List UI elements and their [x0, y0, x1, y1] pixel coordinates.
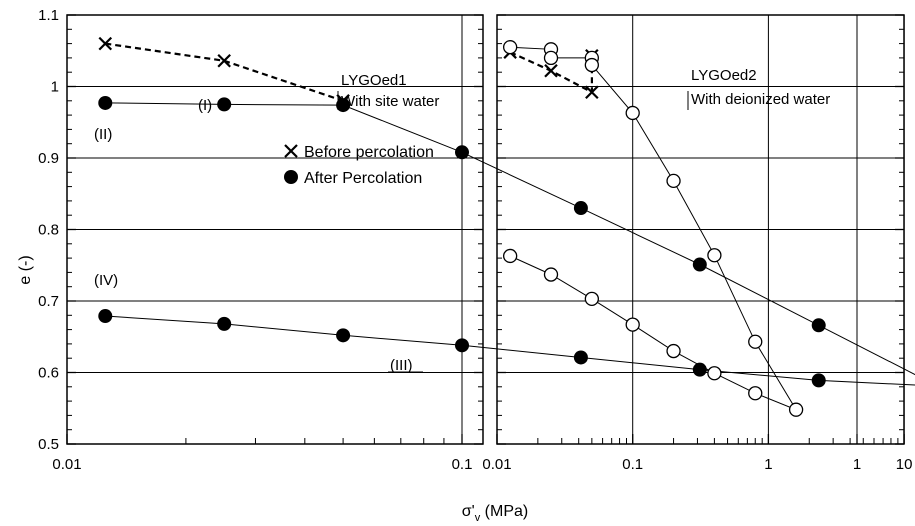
data-point-filled — [692, 362, 707, 377]
data-point-filled — [98, 309, 113, 324]
y-axis-label: e (-) — [17, 255, 34, 284]
tick-labels: 0.5 0.6 0.7 0.8 0.9 1 1.1 0.01 0.1 1 0.01 0.1 1 10 — [38, 7, 912, 473]
data-point-cross — [98, 36, 113, 51]
y-tick-label: 0.9 — [38, 150, 59, 167]
data-point-cross — [585, 85, 599, 99]
x-axis-label: σ'v (MPa) — [462, 503, 528, 524]
legend-marker-after — [284, 170, 298, 184]
x-tick-label: 0.1 — [622, 456, 643, 473]
legend-label-before: Before percolation — [304, 144, 434, 161]
data-point-open — [707, 248, 722, 263]
annotation-stage-ii: (II) — [94, 126, 112, 143]
cross-stroke — [544, 63, 558, 78]
data-point-filled — [217, 316, 232, 331]
data-point-open — [788, 402, 804, 417]
panel-frame — [496, 14, 905, 445]
x-axis-label-symbol: σ' — [462, 503, 475, 520]
y-tick-label: 0.6 — [38, 365, 59, 382]
data-point-open — [625, 317, 640, 332]
x-tick-label: 10 — [896, 456, 913, 473]
data-point-open — [584, 291, 600, 307]
plot-frame — [66, 14, 905, 445]
data-point-open — [748, 386, 763, 401]
data-point-filled — [217, 97, 232, 112]
y-tick-label: 0.7 — [38, 293, 59, 310]
data-point-cross — [544, 63, 558, 78]
data-point-filled — [455, 145, 469, 160]
data-point-open — [666, 173, 681, 189]
y-tick-label: 0.5 — [38, 436, 59, 453]
text-layer: e (-) σ'v (MPa) LYGOed1 With site water … — [17, 67, 830, 524]
data-point-open — [543, 267, 559, 282]
annotation-stage-i: (I) — [198, 97, 212, 114]
data-point-open — [748, 334, 763, 349]
data-point-open — [503, 40, 518, 55]
data-point-filled — [455, 338, 469, 353]
data-point-filled — [336, 328, 351, 343]
x-tick-label: 1 — [764, 456, 772, 473]
x-tick-label: 0.1 — [452, 456, 473, 473]
data-point-filled — [811, 318, 826, 333]
x-tick-label: 0.01 — [52, 456, 81, 473]
series-line — [105, 42, 344, 102]
annotation-deionized-water: With deionized water — [691, 91, 830, 108]
data-point-open — [625, 105, 640, 121]
series-layer — [98, 36, 915, 417]
data-point-filled — [573, 201, 588, 216]
annotation-stage-iv: (IV) — [94, 272, 118, 289]
x-tick-label: 0.01 — [482, 456, 511, 473]
series-line — [105, 102, 915, 386]
annotation-site-water: With site water — [341, 93, 439, 110]
data-point-cross — [217, 53, 231, 68]
data-point-filled — [692, 257, 707, 272]
panel-frame — [66, 14, 484, 445]
legend-label-after: After Percolation — [304, 170, 422, 187]
data-point-filled — [573, 350, 588, 365]
data-point-open — [503, 248, 518, 264]
data-point-open — [584, 57, 600, 73]
legend-marker-before — [284, 144, 298, 158]
annotation-stage-iii: (III) — [390, 357, 413, 374]
x-tick-label: 1 — [853, 456, 861, 473]
x-axis-label-subscript: v — [475, 512, 481, 524]
data-point-filled — [336, 98, 351, 113]
series-line — [509, 51, 594, 95]
y-tick-label: 1.1 — [38, 7, 59, 24]
data-point-filled — [811, 373, 826, 388]
data-point-open — [543, 50, 559, 66]
cross-stroke — [217, 53, 231, 68]
cross-stroke — [98, 36, 113, 51]
data-point-open — [707, 366, 722, 381]
y-tick-label: 1 — [51, 79, 59, 96]
annotation-lygoed2: LYGOed2 — [691, 67, 757, 84]
data-point-filled — [98, 95, 113, 110]
y-tick-label: 0.8 — [38, 222, 59, 239]
data-point-open — [666, 343, 681, 359]
annotation-lygoed1: LYGOed1 — [341, 72, 407, 89]
cross-stroke — [585, 85, 599, 99]
legend: Before percolation After Percolation — [284, 144, 434, 187]
x-axis-label-unit: (MPa) — [480, 503, 528, 520]
